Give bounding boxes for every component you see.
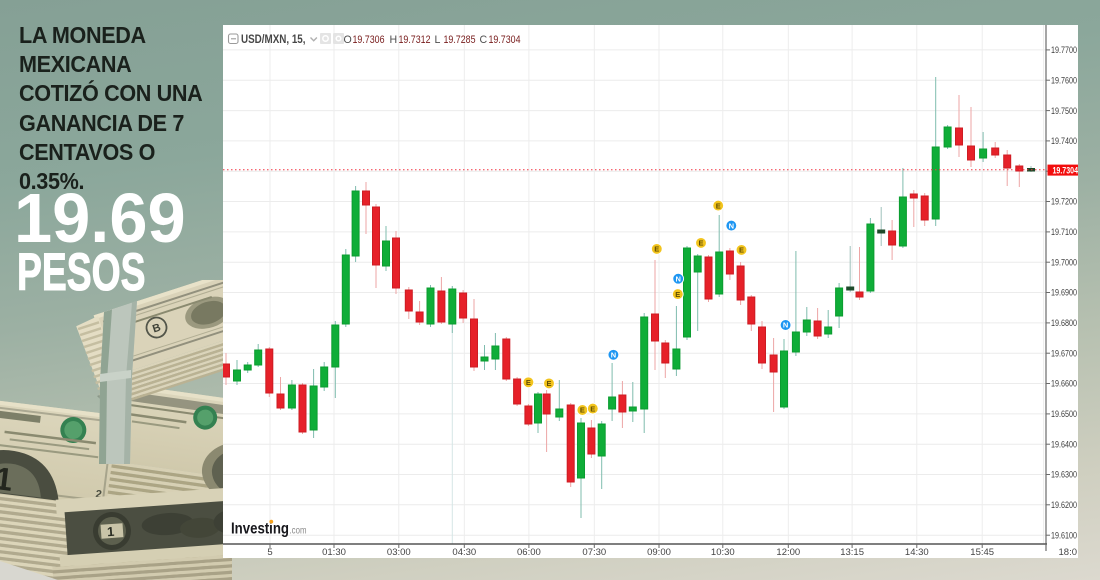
svg-text:15:45: 15:45	[970, 547, 994, 558]
svg-text:E: E	[716, 201, 721, 210]
svg-text:19.7304: 19.7304	[1053, 166, 1079, 176]
svg-text:1: 1	[0, 460, 15, 498]
svg-text:06:00: 06:00	[517, 547, 541, 558]
svg-text:L: L	[435, 34, 441, 46]
svg-text:19.6700: 19.6700	[1051, 348, 1077, 358]
svg-text:.com: .com	[290, 526, 307, 537]
svg-text:19.6100: 19.6100	[1051, 530, 1077, 540]
svg-text:19.6200: 19.6200	[1051, 500, 1077, 510]
svg-text:19.7312: 19.7312	[399, 34, 431, 46]
svg-text:H: H	[390, 34, 398, 46]
svg-text:13:15: 13:15	[840, 547, 864, 558]
svg-text:19.6900: 19.6900	[1051, 288, 1077, 298]
svg-text:N: N	[729, 221, 734, 230]
svg-text:12:00: 12:00	[776, 547, 800, 558]
svg-text:19.7304: 19.7304	[489, 34, 521, 46]
svg-text:19.7200: 19.7200	[1051, 197, 1077, 207]
svg-text:01:30: 01:30	[322, 547, 346, 558]
svg-text:E: E	[526, 378, 531, 387]
svg-text:09:00: 09:00	[647, 547, 671, 558]
svg-text:19.7600: 19.7600	[1051, 75, 1077, 85]
svg-text:19.7285: 19.7285	[444, 34, 476, 46]
svg-text:19.6300: 19.6300	[1051, 470, 1077, 480]
svg-text:E: E	[654, 245, 659, 254]
svg-text:E: E	[739, 246, 744, 255]
svg-text:1: 1	[107, 524, 115, 539]
svg-text:18:0: 18:0	[1059, 547, 1078, 558]
svg-text:E: E	[546, 379, 551, 388]
svg-text:O: O	[344, 34, 352, 46]
svg-text:03:00: 03:00	[387, 547, 411, 558]
svg-text:N: N	[783, 321, 788, 330]
svg-text:E: E	[590, 404, 595, 413]
svg-text:10:30: 10:30	[711, 547, 735, 558]
svg-text:19.7400: 19.7400	[1051, 136, 1077, 146]
svg-text:19.6400: 19.6400	[1051, 439, 1077, 449]
svg-text:B: B	[151, 322, 162, 336]
svg-text:07:30: 07:30	[582, 547, 606, 558]
svg-text:2: 2	[95, 488, 103, 501]
svg-text:19.7100: 19.7100	[1051, 227, 1077, 237]
svg-text:N: N	[611, 351, 616, 360]
svg-text:19.7306: 19.7306	[353, 34, 385, 46]
svg-text:E: E	[675, 290, 680, 299]
svg-text:C: C	[480, 34, 488, 46]
svg-text:04:30: 04:30	[452, 547, 476, 558]
svg-text:Investing: Investing	[231, 521, 289, 538]
svg-text:19.7000: 19.7000	[1051, 257, 1077, 267]
svg-text:19.6600: 19.6600	[1051, 379, 1077, 389]
svg-text:19.6800: 19.6800	[1051, 318, 1077, 328]
svg-text:19.7500: 19.7500	[1051, 106, 1077, 116]
svg-text:N: N	[675, 274, 680, 283]
svg-text:USD/MXN, 15,: USD/MXN, 15,	[241, 32, 306, 46]
svg-text:E: E	[580, 406, 585, 415]
svg-text:19.7700: 19.7700	[1051, 45, 1077, 55]
svg-text:14:30: 14:30	[905, 547, 929, 558]
svg-text:E: E	[698, 239, 703, 248]
svg-text:19.6500: 19.6500	[1051, 409, 1077, 419]
svg-text:5: 5	[267, 547, 272, 558]
